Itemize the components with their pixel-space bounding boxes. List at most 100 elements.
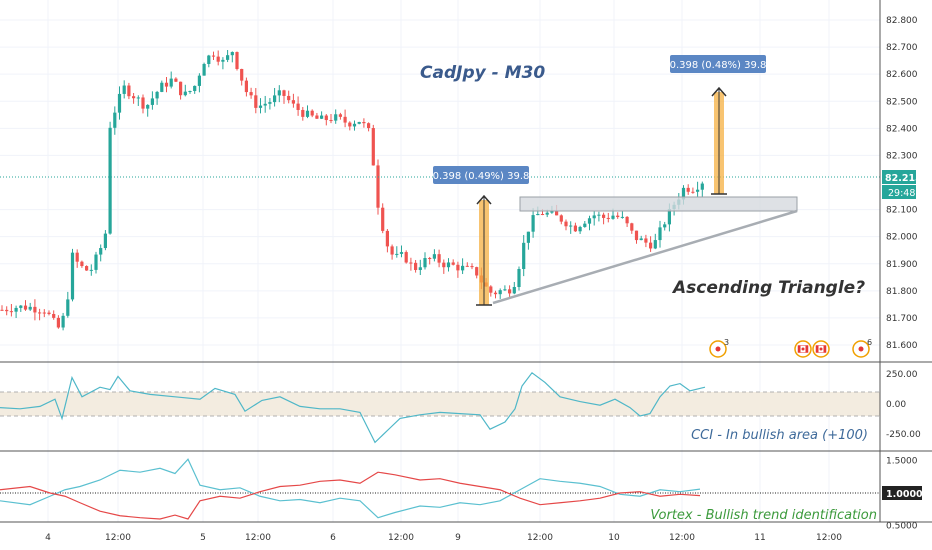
candle-body <box>160 82 164 92</box>
candle-body <box>606 217 610 219</box>
candle-body <box>132 96 136 99</box>
candle-body <box>146 104 150 109</box>
time-tick-label: 9 <box>455 533 461 543</box>
candle-body <box>357 121 361 124</box>
countdown-tag <box>882 185 916 199</box>
candle-body <box>470 266 474 268</box>
candle-body <box>348 122 352 127</box>
candle-body <box>254 95 258 108</box>
event-count-label: 3 <box>724 338 729 347</box>
last-price-tag <box>882 170 916 184</box>
overlay-layer <box>0 86 880 306</box>
candle-body <box>320 115 324 119</box>
candle-body <box>94 254 98 270</box>
candle-body <box>174 78 178 82</box>
ascending-trendline <box>492 209 798 305</box>
vortex-tick-label: 0.5000 <box>886 522 918 532</box>
time-tick-label: 12:00 <box>105 533 131 543</box>
candle-body <box>475 267 479 276</box>
countdown-label: 29:48 <box>888 188 915 199</box>
candle-body <box>169 78 173 87</box>
candle-body <box>625 216 629 224</box>
candle-body <box>127 85 131 97</box>
candle-body <box>578 226 582 232</box>
candle-body <box>414 262 418 270</box>
canada-flag-icon <box>823 345 826 353</box>
candle-body <box>329 120 333 122</box>
cci-label: CCI - In bullish area (+100) <box>691 428 868 443</box>
candle-body <box>395 253 399 255</box>
candle-body <box>545 212 549 215</box>
time-tick-label: 4 <box>45 533 51 543</box>
candle-body <box>230 52 234 56</box>
candle-body <box>418 267 422 270</box>
candle-body <box>291 100 295 104</box>
candle-body <box>103 233 107 249</box>
candle-body <box>89 269 93 271</box>
canada-flag-icon <box>798 345 801 353</box>
candle-body <box>324 115 328 121</box>
candle-body <box>569 225 573 227</box>
candle-body <box>602 214 606 218</box>
vortex-level-label: 1.0000 <box>886 489 923 500</box>
vortex-tick-label: 1.5000 <box>886 457 918 467</box>
candle-body <box>385 230 389 247</box>
candle-body <box>696 189 700 192</box>
vortex-plus-line <box>0 458 701 519</box>
candle-body <box>432 254 436 259</box>
candle-body <box>235 52 239 69</box>
last-price-label: 82.215 <box>885 173 922 184</box>
canada-flag-icon <box>816 345 819 353</box>
candle-body <box>75 252 79 262</box>
candle-body <box>493 292 498 295</box>
canada-flag-icon <box>805 345 808 353</box>
candle-body <box>202 63 206 76</box>
candle-body <box>531 215 535 232</box>
measure-right-label: 0.398 (0.48%) 39.8 <box>670 60 767 71</box>
candle-body <box>446 262 451 268</box>
candle-body <box>564 221 568 227</box>
price-tick-label: 82.000 <box>886 233 918 243</box>
candle-body <box>52 313 56 318</box>
candle-body <box>338 114 342 117</box>
candle-body <box>390 246 394 255</box>
candle-body <box>117 93 122 113</box>
candle-body <box>197 75 201 86</box>
candle-body <box>376 165 380 208</box>
time-tick-label: 10 <box>608 533 620 543</box>
candle-body <box>9 311 13 313</box>
price-tick-label: 81.700 <box>886 314 918 324</box>
candle-body <box>597 214 601 216</box>
candle-body <box>296 103 300 110</box>
candle-body <box>249 92 253 96</box>
time-tick-label: 12:00 <box>816 533 842 543</box>
candle-body <box>508 289 512 294</box>
candle-body <box>19 305 23 308</box>
price-tick-label: 82.400 <box>886 124 918 134</box>
candle-body <box>691 191 695 193</box>
candle-body <box>61 315 65 328</box>
cci-layer: 250.00 0.00 -250.00 <box>0 370 921 444</box>
candle-body <box>653 240 657 249</box>
candle-body <box>164 82 169 87</box>
candle-body <box>362 121 366 124</box>
candle-body <box>686 187 690 192</box>
candle-body <box>108 127 112 234</box>
price-tick-label: 81.900 <box>886 260 918 270</box>
candle-body <box>226 55 230 60</box>
candle-body <box>583 223 587 227</box>
candle-body <box>381 207 385 231</box>
candle-body <box>258 105 263 108</box>
candle-body <box>305 110 310 117</box>
candle-body <box>287 95 291 101</box>
candle-body <box>122 85 126 94</box>
candle-body <box>639 238 643 241</box>
event-dot-icon <box>715 346 721 352</box>
candle-body <box>681 187 686 200</box>
price-tick-label: 82.500 <box>886 97 918 107</box>
candle-body <box>301 109 305 117</box>
candle-body <box>465 265 469 267</box>
candle-body <box>150 98 154 105</box>
event-dot-icon <box>858 346 864 352</box>
chart-title: CadJpy - M30 <box>420 63 545 83</box>
